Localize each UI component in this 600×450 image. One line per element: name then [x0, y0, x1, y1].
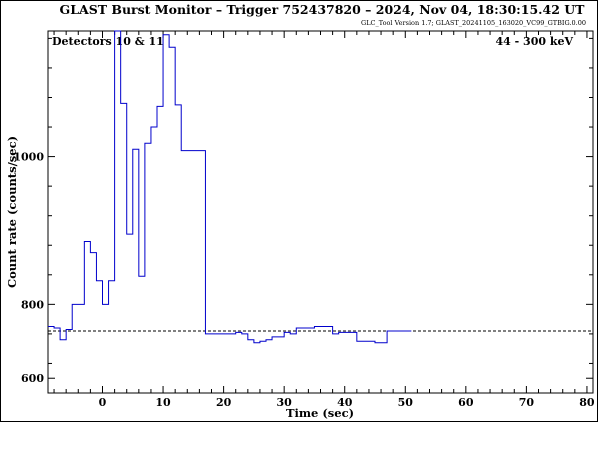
window-frame	[0, 0, 598, 422]
x-tick-label: 20	[216, 396, 232, 409]
series-step-line	[48, 30, 412, 344]
y-tick-label: 1000	[13, 151, 44, 164]
plot-area	[47, 30, 594, 394]
chart-title: GLAST Burst Monitor – Trigger 752437820 …	[60, 2, 586, 17]
y-axis-label: Count rate (counts/sec)	[5, 136, 19, 288]
detectors-label: Detectors 10 & 11	[52, 35, 164, 48]
x-tick-label: 10	[155, 396, 171, 409]
energy-label: 44 - 300 keV	[496, 35, 574, 48]
version-label: GLC_Tool Version 1.7; GLAST_20241105_163…	[361, 19, 586, 27]
x-tick-label: 60	[458, 396, 474, 409]
y-tick-label: 800	[21, 298, 44, 311]
x-tick-label: 50	[398, 396, 414, 409]
y-tick-label: 600	[21, 372, 44, 385]
y-axis: 600 800 1000	[13, 37, 593, 385]
x-axis-label: Time (sec)	[286, 406, 354, 420]
x-tick-label: 70	[519, 396, 535, 409]
x-tick-label: 80	[579, 396, 595, 409]
x-axis: 0 10 20 30 40 50 60 70 80	[53, 31, 595, 409]
x-tick-label: 40	[337, 396, 353, 409]
x-tick-label: 30	[277, 396, 293, 409]
x-tick-label: 0	[99, 396, 107, 409]
